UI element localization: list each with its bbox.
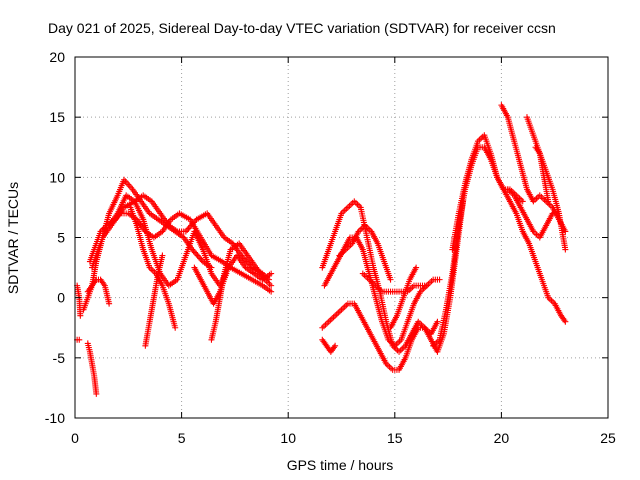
y-tick-label: 5 — [57, 230, 65, 246]
data-point — [93, 390, 100, 397]
data-point — [223, 270, 230, 277]
data-point — [562, 228, 569, 235]
data-point — [77, 312, 84, 319]
series-track-n — [321, 234, 430, 349]
series-track-f — [142, 252, 166, 349]
data-point — [159, 252, 166, 259]
series-track-d — [106, 192, 275, 289]
data-point — [545, 198, 552, 205]
series-track-p — [319, 336, 339, 355]
data-point — [172, 324, 179, 331]
chart-title: Day 021 of 2025, Sidereal Day-to-day VTE… — [48, 20, 556, 36]
data-point — [332, 342, 339, 349]
data-point — [76, 336, 83, 343]
y-tick-label: 0 — [57, 290, 65, 306]
y-tick-label: -5 — [53, 350, 66, 366]
data-point — [413, 264, 420, 271]
data-point — [562, 246, 569, 253]
x-tick-label: 0 — [71, 430, 79, 446]
data-point — [549, 210, 556, 217]
series-track-l — [84, 340, 100, 397]
series-track-y — [532, 144, 552, 205]
y-tick-label: -10 — [45, 410, 65, 426]
x-tick-label: 5 — [178, 430, 186, 446]
data-point — [268, 282, 275, 289]
series-track-x — [504, 186, 556, 241]
data-point — [562, 318, 569, 325]
data-point — [268, 270, 275, 277]
series-track-i — [84, 276, 113, 307]
data-point — [519, 198, 526, 205]
data-point — [106, 300, 113, 307]
series-track-j — [74, 282, 84, 319]
data-point — [387, 276, 394, 283]
x-tick-label: 15 — [387, 430, 403, 446]
axis-ticks — [74, 56, 609, 419]
y-tick-label: 20 — [49, 49, 65, 65]
data-point — [434, 318, 441, 325]
series-track-u — [449, 132, 569, 325]
x-tick-label: 10 — [280, 430, 296, 446]
data-point — [268, 288, 275, 295]
series-track-v — [498, 102, 569, 235]
x-axis-label: GPS time / hours — [287, 457, 394, 473]
grid — [75, 57, 608, 418]
series-track-h — [191, 264, 230, 307]
tick-labels: 0 5 10 15 20 25 -10 -5 0 5 10 15 20 — [45, 49, 616, 446]
y-tick-label: 15 — [49, 109, 65, 125]
data-point — [436, 276, 443, 283]
series-track-q — [336, 222, 394, 283]
x-tick-label: 20 — [494, 430, 510, 446]
y-tick-label: 10 — [49, 169, 65, 185]
x-tick-label: 25 — [600, 430, 616, 446]
data-points — [74, 102, 569, 397]
y-axis-label: SDTVAR / TECUs — [5, 182, 21, 294]
series-track-s — [387, 264, 420, 331]
series-track-m — [319, 198, 441, 355]
